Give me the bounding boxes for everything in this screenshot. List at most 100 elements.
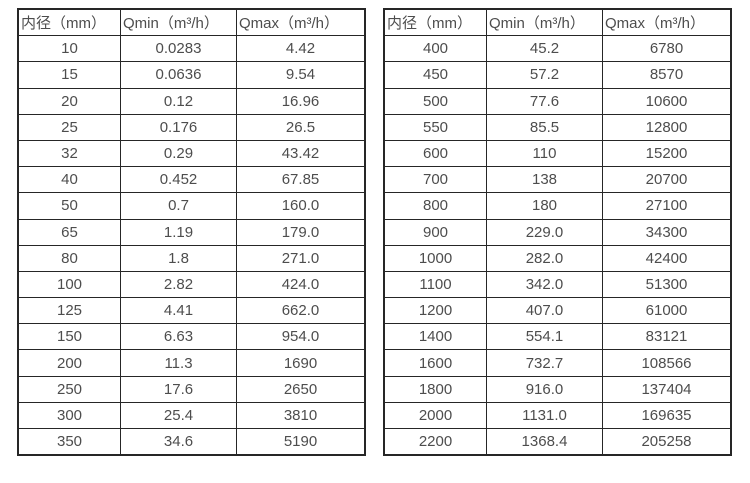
qmin-cell: 11.3 <box>120 349 237 377</box>
qmin-cell: 4.41 <box>120 297 237 325</box>
qmax-cell: 205258 <box>602 428 732 456</box>
table-row: 800 180 27100 <box>383 192 732 220</box>
table-row: 350 34.6 5190 <box>17 428 366 456</box>
qmax-cell: 137404 <box>602 375 732 403</box>
qmax-cell: 20700 <box>602 166 732 194</box>
flow-rate-tables-page: 内径（mm） Qmin（m³/h） Qmax（m³/h） 10 0.0283 4.42 15… <box>17 8 732 457</box>
table-row: 1400 554.1 83121 <box>383 323 732 351</box>
diameter-cell: 1800 <box>383 375 487 403</box>
table-row: 125 4.41 662.0 <box>17 297 366 325</box>
qmax-cell: 12800 <box>602 113 732 141</box>
qmin-cell: 25.4 <box>120 401 237 430</box>
qmin-cell: 57.2 <box>486 61 603 89</box>
qmax-cell: 43.42 <box>236 139 366 168</box>
diameter-cell: 150 <box>17 323 121 351</box>
diameter-cell: 300 <box>17 401 121 430</box>
diameter-cell: 65 <box>17 218 121 246</box>
column-header-1: Qmin（m³/h） <box>120 8 237 37</box>
qmin-cell: 6.63 <box>120 323 237 351</box>
table-row: 25 0.176 26.5 <box>17 113 366 141</box>
table-row: 32 0.29 43.42 <box>17 139 366 168</box>
diameter-cell: 250 <box>17 375 121 403</box>
table-row: 300 25.4 3810 <box>17 401 366 430</box>
qmax-cell: 1690 <box>236 349 366 377</box>
qmin-cell: 0.12 <box>120 87 237 115</box>
table-row: 1200 407.0 61000 <box>383 297 732 325</box>
qmax-cell: 4.42 <box>236 35 366 63</box>
qmin-cell: 732.7 <box>486 349 603 377</box>
table-row: 400 45.2 6780 <box>383 35 732 63</box>
qmax-cell: 662.0 <box>236 297 366 325</box>
qmax-cell: 42400 <box>602 244 732 272</box>
qmax-cell: 954.0 <box>236 323 366 351</box>
table-row: 20 0.12 16.96 <box>17 87 366 115</box>
qmin-cell: 1368.4 <box>486 428 603 456</box>
diameter-cell: 400 <box>383 35 487 63</box>
qmin-cell: 180 <box>486 192 603 220</box>
qmax-cell: 16.96 <box>236 87 366 115</box>
table-row: 150 6.63 954.0 <box>17 323 366 351</box>
table-row: 2000 1131.0 169635 <box>383 401 732 430</box>
flow-table-large-diameters: 内径（mm） Qmin（m³/h） Qmax（m³/h） 400 45.2 6780 450… <box>383 8 732 457</box>
table-row: 80 1.8 271.0 <box>17 244 366 272</box>
table-row: 1000 282.0 42400 <box>383 244 732 272</box>
qmin-cell: 1131.0 <box>486 401 603 430</box>
column-header-0: 内径（mm） <box>17 8 121 37</box>
diameter-cell: 700 <box>383 166 487 194</box>
diameter-cell: 1100 <box>383 270 487 299</box>
table-row: 65 1.19 179.0 <box>17 218 366 246</box>
table-row: 15 0.0636 9.54 <box>17 61 366 89</box>
diameter-cell: 40 <box>17 166 121 194</box>
qmax-cell: 424.0 <box>236 270 366 299</box>
diameter-cell: 450 <box>383 61 487 89</box>
qmax-cell: 169635 <box>602 401 732 430</box>
qmin-cell: 0.0636 <box>120 61 237 89</box>
qmin-cell: 77.6 <box>486 87 603 115</box>
table-row: 1600 732.7 108566 <box>383 349 732 377</box>
qmin-cell: 554.1 <box>486 323 603 351</box>
qmin-cell: 45.2 <box>486 35 603 63</box>
column-header-0: 内径（mm） <box>383 8 487 37</box>
header-row: 内径（mm） Qmin（m³/h） Qmax（m³/h） <box>17 8 366 37</box>
diameter-cell: 25 <box>17 113 121 141</box>
diameter-cell: 900 <box>383 218 487 246</box>
qmin-cell: 17.6 <box>120 375 237 403</box>
qmin-cell: 1.19 <box>120 218 237 246</box>
diameter-cell: 100 <box>17 270 121 299</box>
diameter-cell: 600 <box>383 139 487 168</box>
column-header-2: Qmax（m³/h） <box>602 8 732 37</box>
column-header-2: Qmax（m³/h） <box>236 8 366 37</box>
qmin-cell: 916.0 <box>486 375 603 403</box>
qmax-cell: 3810 <box>236 401 366 430</box>
table-row: 1100 342.0 51300 <box>383 270 732 299</box>
table-row: 40 0.452 67.85 <box>17 166 366 194</box>
diameter-cell: 32 <box>17 139 121 168</box>
qmax-cell: 6780 <box>602 35 732 63</box>
header-row: 内径（mm） Qmin（m³/h） Qmax（m³/h） <box>383 8 732 37</box>
qmin-cell: 407.0 <box>486 297 603 325</box>
diameter-cell: 800 <box>383 192 487 220</box>
diameter-cell: 2200 <box>383 428 487 456</box>
qmax-cell: 26.5 <box>236 113 366 141</box>
qmin-cell: 229.0 <box>486 218 603 246</box>
diameter-cell: 10 <box>17 35 121 63</box>
qmax-cell: 83121 <box>602 323 732 351</box>
qmin-cell: 138 <box>486 166 603 194</box>
diameter-cell: 15 <box>17 61 121 89</box>
qmin-cell: 342.0 <box>486 270 603 299</box>
qmax-cell: 5190 <box>236 428 366 456</box>
qmax-cell: 67.85 <box>236 166 366 194</box>
table-row: 900 229.0 34300 <box>383 218 732 246</box>
diameter-cell: 1400 <box>383 323 487 351</box>
diameter-cell: 50 <box>17 192 121 220</box>
diameter-cell: 1200 <box>383 297 487 325</box>
qmax-cell: 160.0 <box>236 192 366 220</box>
diameter-cell: 1000 <box>383 244 487 272</box>
table-row: 1800 916.0 137404 <box>383 375 732 403</box>
column-header-1: Qmin（m³/h） <box>486 8 603 37</box>
qmin-cell: 0.452 <box>120 166 237 194</box>
qmin-cell: 2.82 <box>120 270 237 299</box>
diameter-cell: 125 <box>17 297 121 325</box>
table-row: 450 57.2 8570 <box>383 61 732 89</box>
diameter-cell: 500 <box>383 87 487 115</box>
